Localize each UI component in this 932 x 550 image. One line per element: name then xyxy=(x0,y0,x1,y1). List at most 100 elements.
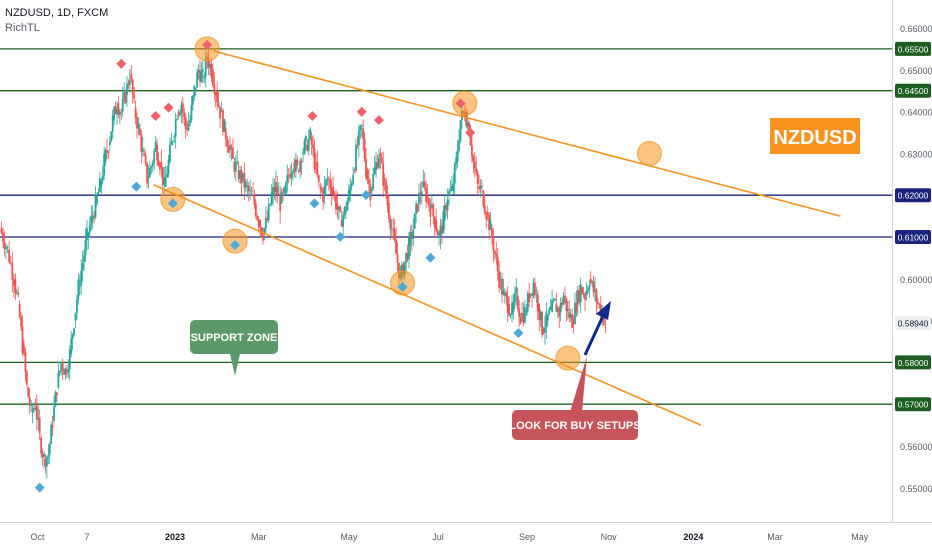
candle-body xyxy=(582,293,585,296)
candle-body xyxy=(302,153,304,155)
candle-body xyxy=(456,150,459,162)
candle-body xyxy=(366,170,369,180)
candle-body xyxy=(0,228,3,234)
candle-body xyxy=(266,218,269,221)
candle-body xyxy=(169,144,171,162)
candle-body xyxy=(559,302,562,313)
candle-body xyxy=(55,392,58,396)
candle-body xyxy=(481,185,483,187)
swing-low-marker xyxy=(361,190,372,201)
candle-body xyxy=(111,115,114,132)
candle-body xyxy=(47,455,50,457)
x-tick-label: 2024 xyxy=(683,532,703,542)
candle-body xyxy=(465,111,468,127)
buy-setups-callout xyxy=(512,410,638,440)
candle-body xyxy=(393,228,396,240)
candle-body xyxy=(389,218,392,230)
candle-body xyxy=(493,251,496,255)
candle-body xyxy=(430,204,433,208)
candle-body xyxy=(184,116,187,129)
candle-body xyxy=(176,119,179,121)
candle-body xyxy=(86,227,88,240)
x-tick-label: May xyxy=(340,532,358,542)
candle-body xyxy=(544,327,546,333)
y-tick-label: 0.65000 xyxy=(900,66,932,76)
y-tick-label: 0.56000 xyxy=(900,442,932,452)
candle-body xyxy=(134,107,137,118)
candle-body xyxy=(18,303,21,317)
swing-low-marker xyxy=(425,252,436,263)
x-tick-label: May xyxy=(851,532,869,542)
candle-body xyxy=(440,225,443,234)
candle-body xyxy=(360,125,363,127)
candle-body xyxy=(555,303,558,312)
candle-body xyxy=(406,252,409,260)
candle-body xyxy=(58,370,61,373)
candle-body xyxy=(20,316,23,327)
candle-body xyxy=(30,403,33,406)
support-zone-label: SUPPORT ZONE xyxy=(191,332,278,344)
candle-body xyxy=(64,368,67,375)
candle-body xyxy=(303,140,306,154)
swing-high-marker xyxy=(307,110,318,121)
candle-body xyxy=(97,191,100,195)
candle-body xyxy=(13,279,15,286)
candle-body xyxy=(549,307,552,310)
swing-high-marker xyxy=(373,115,384,126)
candle-body xyxy=(525,311,528,313)
candle-body xyxy=(365,159,367,178)
level-price-tag xyxy=(895,188,931,203)
candle-body xyxy=(425,187,428,202)
highlight-circle xyxy=(636,140,662,166)
chart-legend: NZDUSD, 1D, FXCM RichTL xyxy=(5,6,108,36)
candle-body xyxy=(536,294,539,312)
candle-body xyxy=(186,128,189,131)
candle-body xyxy=(578,290,581,303)
candle-body xyxy=(297,170,300,172)
candle-body xyxy=(236,161,239,163)
x-tick-label: Mar xyxy=(251,532,267,542)
candle-body xyxy=(472,156,475,162)
candle-body xyxy=(355,144,357,171)
candle-body xyxy=(591,281,594,283)
candle-body xyxy=(585,291,588,296)
candle-body xyxy=(91,215,94,221)
candle-body xyxy=(137,123,140,129)
candle-body xyxy=(252,194,254,196)
candle-body xyxy=(296,159,299,166)
candle-body xyxy=(339,206,342,212)
candle-body xyxy=(153,150,156,163)
candle-body xyxy=(51,424,54,428)
candle-body xyxy=(423,181,426,188)
candle-body xyxy=(209,63,211,68)
candle-body xyxy=(564,295,566,298)
level-price-label: 0.58000 xyxy=(898,358,929,368)
level-price-tag xyxy=(895,397,931,412)
candle-body xyxy=(83,255,85,263)
candle-body xyxy=(584,295,586,300)
candle-body xyxy=(108,141,111,146)
candle-body xyxy=(320,188,323,192)
candle-body xyxy=(453,163,456,184)
candle-body xyxy=(201,69,204,72)
candle-body xyxy=(416,203,419,211)
candle-body xyxy=(491,228,493,238)
candle-body xyxy=(100,180,103,187)
candle-body xyxy=(6,246,9,248)
level-price-tag xyxy=(895,83,931,98)
candle-body xyxy=(50,424,53,444)
candle-body xyxy=(283,187,286,193)
level-price-label: 0.62000 xyxy=(898,191,929,201)
candle-body xyxy=(24,352,27,372)
candle-body xyxy=(565,297,568,312)
candle-body xyxy=(161,166,164,185)
candle-body xyxy=(357,130,360,146)
author-name: RichTL xyxy=(5,22,40,34)
candle-body xyxy=(14,278,17,294)
candle-body xyxy=(121,98,124,112)
candle-body xyxy=(267,204,270,221)
candle-body xyxy=(144,154,147,163)
candle-body xyxy=(160,161,163,167)
candle-body xyxy=(566,308,569,312)
